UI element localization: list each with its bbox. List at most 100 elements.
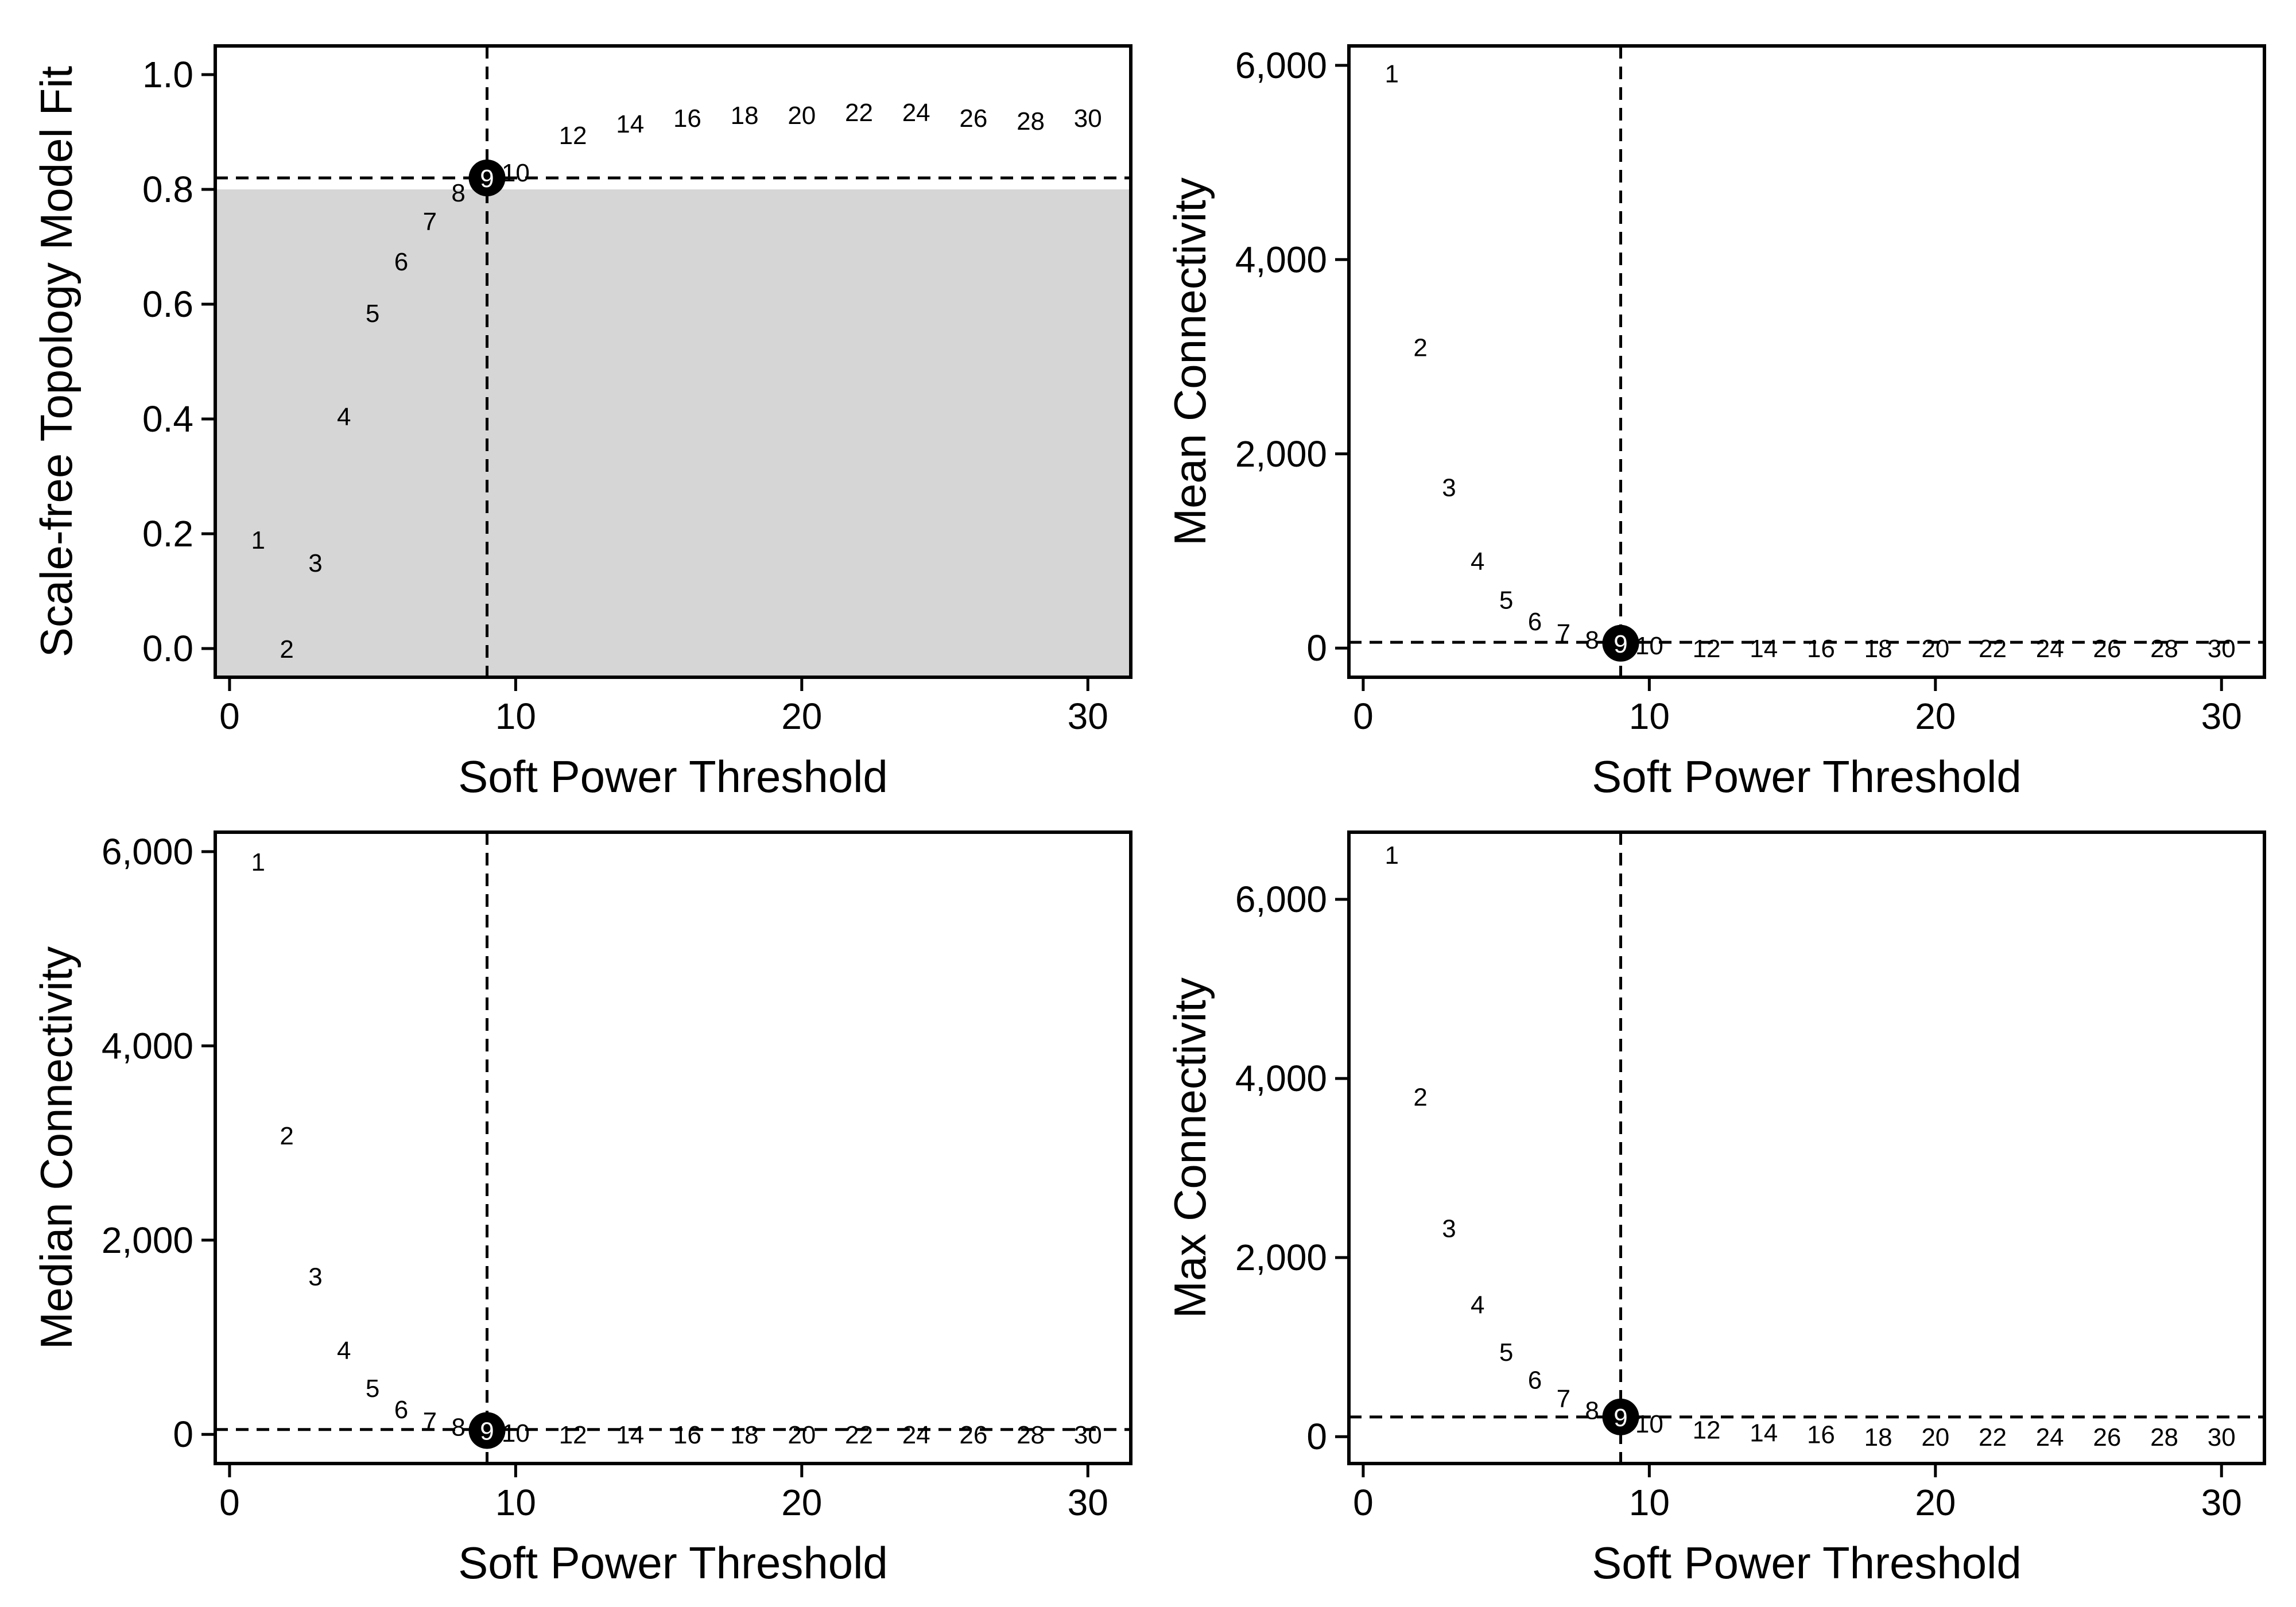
y-axis-label: Max Connectivity	[1165, 977, 1215, 1318]
data-point-label: 4	[1471, 1291, 1484, 1319]
x-tick-label: 30	[2201, 696, 2242, 737]
data-point-label: 5	[1499, 587, 1513, 615]
panel-2: 0 10 20 30 0 2,000 4,000 6,000 Soft Power Thresh…	[1165, 44, 2266, 802]
selected-point-label: 9	[1614, 1404, 1627, 1432]
data-point-label: 1	[251, 848, 265, 876]
y-tick-label: 0	[173, 1414, 193, 1455]
data-point-label: 22	[1979, 1423, 2007, 1451]
data-point-label: 16	[1807, 635, 1835, 663]
x-axis-label: Soft Power Threshold	[458, 1538, 888, 1588]
x-tick-label: 10	[1629, 1482, 1670, 1523]
x-tick-label: 30	[2201, 1482, 2242, 1523]
x-tick-label: 30	[1068, 1482, 1108, 1523]
data-point-label: 12	[1693, 1416, 1721, 1445]
data-point-label: 16	[673, 104, 701, 133]
data-point-label: 22	[1979, 635, 2007, 663]
y-tick-label: 1.0	[142, 54, 193, 95]
data-point-label: 28	[2150, 1423, 2178, 1451]
data-point-label: 2	[280, 635, 293, 663]
x-tick-label: 10	[495, 1482, 536, 1523]
y-tick-label: 2,000	[1235, 1237, 1327, 1278]
x-tick-label: 20	[1915, 696, 1956, 737]
data-point-label: 8	[451, 179, 465, 207]
y-axis-label: Mean Connectivity	[1165, 177, 1215, 546]
data-point-label: 8	[1585, 626, 1599, 654]
y-tick-label: 0.6	[142, 284, 193, 325]
y-tick-label: 4,000	[1235, 239, 1327, 280]
data-point-label: 24	[902, 1421, 930, 1449]
panel-3: 0 10 20 30 0 2,000 4,000 6,000 Soft Power Thresh…	[31, 830, 1133, 1588]
data-point-label: 6	[394, 1396, 408, 1424]
selected-point-marker	[468, 1412, 506, 1449]
data-point-label: 6	[1528, 608, 1542, 636]
data-point-label: 30	[1074, 1421, 1102, 1449]
data-point-label: 3	[308, 549, 322, 577]
data-point-label: 28	[2150, 635, 2178, 663]
data-point-label: 26	[2093, 1423, 2121, 1451]
data-point-label: 3	[1442, 1215, 1456, 1243]
data-point-label: 20	[788, 1421, 816, 1449]
selected-point-label: 9	[480, 1417, 494, 1445]
data-point-label: 10	[1635, 632, 1663, 660]
data-point-label: 30	[2208, 635, 2236, 663]
y-tick-label: 4,000	[1235, 1058, 1327, 1099]
panel-border	[214, 830, 1133, 1465]
data-point-label: 18	[1864, 1423, 1892, 1451]
data-point-label: 14	[616, 1421, 644, 1449]
data-point-label: 8	[1585, 1396, 1599, 1424]
x-tick-label: 30	[1068, 696, 1108, 737]
data-point-label: 4	[337, 403, 351, 431]
data-point-label: 8	[451, 1414, 465, 1442]
data-point-label: 2	[280, 1122, 293, 1150]
data-point-label: 3	[1442, 473, 1456, 502]
data-point-label: 2	[1413, 334, 1427, 362]
data-point-label: 20	[1921, 635, 1949, 663]
selected-point-marker	[1602, 1398, 1639, 1435]
x-axis-label: Soft Power Threshold	[1592, 1538, 2022, 1588]
data-point-label: 30	[1074, 104, 1102, 133]
data-point-label: 22	[845, 99, 873, 127]
data-point-label: 28	[1017, 1421, 1045, 1449]
shaded-region	[215, 189, 1131, 677]
data-point-label: 2	[1413, 1083, 1427, 1111]
x-tick-label: 0	[219, 696, 240, 737]
data-point-label: 18	[1864, 635, 1892, 663]
x-axis-label: Soft Power Threshold	[1592, 751, 2022, 802]
data-point-label: 4	[1471, 548, 1484, 576]
panel-1: 0 10 20 30 0.0 0.2 0.4 0.6 0.8 1.0 Soft Power Thre…	[31, 44, 1133, 802]
data-point-label: 28	[1017, 107, 1045, 135]
y-tick-label: 6,000	[1235, 45, 1327, 86]
data-point-label: 6	[1528, 1366, 1542, 1394]
x-axis-label: Soft Power Threshold	[458, 751, 888, 802]
y-axis-label: Median Connectivity	[31, 946, 82, 1349]
x-tick-label: 10	[495, 696, 536, 737]
x-tick-label: 20	[1915, 1482, 1956, 1523]
data-point-label: 22	[845, 1421, 873, 1449]
y-tick-label: 6,000	[102, 831, 193, 872]
data-point-label: 10	[1635, 1410, 1663, 1438]
panel-border	[1347, 830, 2266, 1465]
data-point-label: 14	[1750, 1419, 1778, 1447]
data-point-label: 20	[788, 102, 816, 130]
y-tick-label: 2,000	[102, 1220, 193, 1261]
data-point-label: 24	[2036, 635, 2064, 663]
data-point-label: 7	[1557, 619, 1570, 647]
data-point-label: 7	[423, 1408, 437, 1436]
y-tick-label: 6,000	[1235, 879, 1327, 920]
x-tick-label: 0	[219, 1482, 240, 1523]
data-point-label: 18	[731, 1421, 759, 1449]
y-tick-label: 2,000	[1235, 433, 1327, 475]
data-point-label: 24	[902, 99, 930, 127]
data-point-label: 10	[502, 1419, 530, 1447]
y-tick-label: 0	[1306, 1416, 1327, 1457]
x-tick-label: 0	[1353, 696, 1374, 737]
data-point-label: 26	[959, 104, 987, 133]
x-tick-label: 20	[781, 696, 822, 737]
data-point-label: 1	[1385, 841, 1399, 870]
data-point-label: 12	[559, 1421, 587, 1449]
data-point-label: 20	[1921, 1423, 1949, 1451]
selected-point-label: 9	[1614, 630, 1627, 658]
data-point-label: 7	[423, 208, 437, 236]
data-point-label: 26	[959, 1421, 987, 1449]
data-point-label: 30	[2208, 1423, 2236, 1451]
